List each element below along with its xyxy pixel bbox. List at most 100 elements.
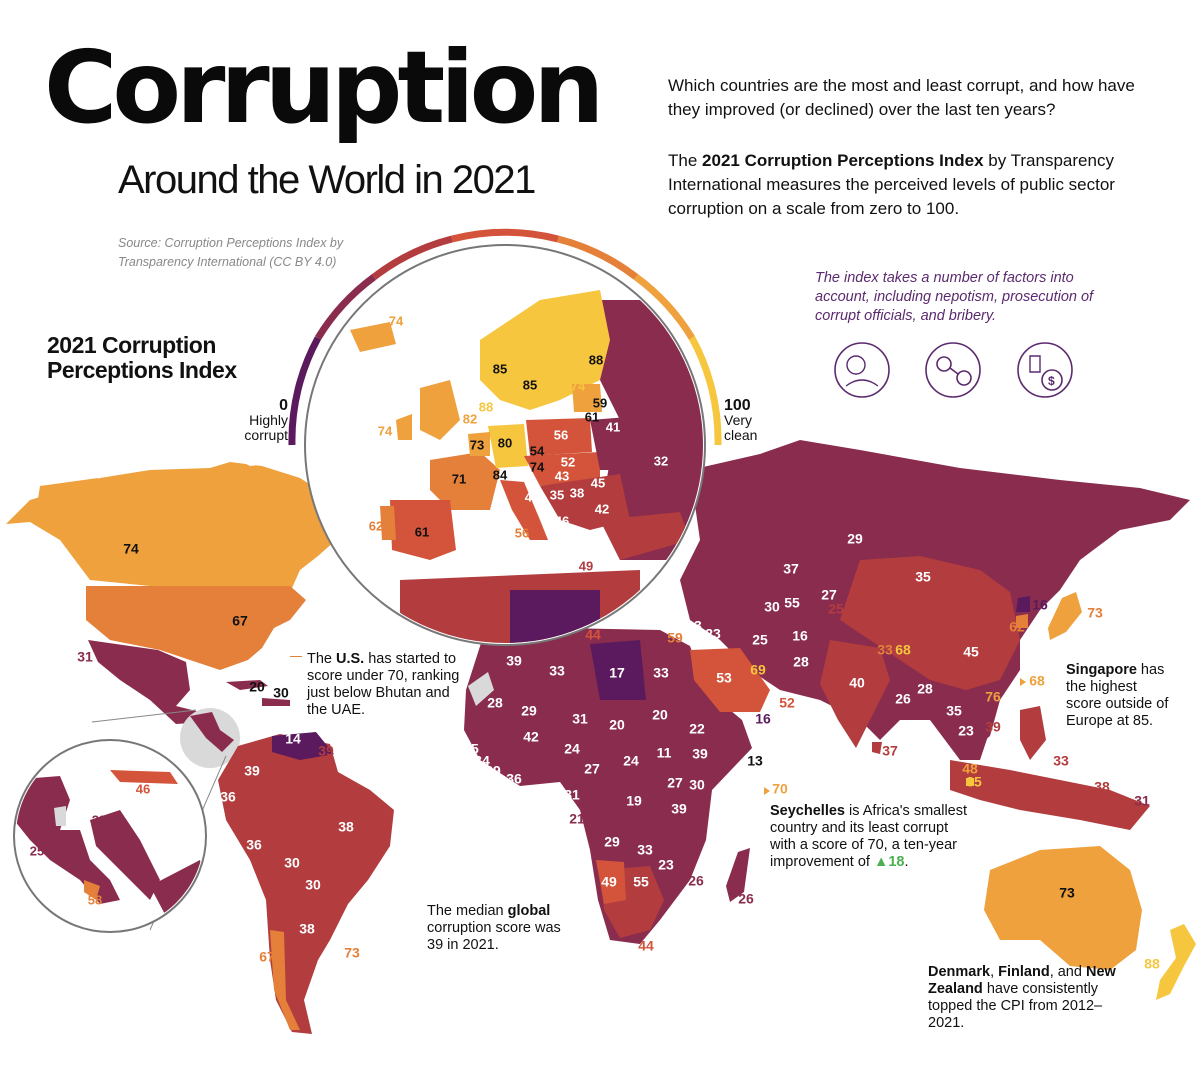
australia-shape[interactable] — [984, 846, 1142, 970]
europe-country-score-label: 74 — [530, 459, 545, 474]
europe-country-score-label: 73 — [470, 437, 484, 452]
iceland-shape[interactable] — [350, 322, 396, 352]
country-score-label: 42 — [523, 729, 539, 745]
country-score-label: 37 — [783, 561, 799, 577]
europe-country-score-label: 35 — [550, 487, 564, 502]
country-score-label: 68 — [895, 642, 911, 658]
country-score-label: 25 — [752, 632, 768, 648]
country-score-label: 29 — [604, 834, 620, 850]
central-america-country-score-label: 23 — [92, 812, 106, 827]
south-america-shape[interactable] — [218, 734, 394, 1034]
europe-country-score-label: 78 — [437, 385, 451, 400]
indonesia-shape[interactable] — [950, 760, 1150, 830]
caribbean-shape — [226, 680, 290, 706]
country-score-label: 33 — [549, 663, 565, 679]
argentina-shape[interactable] — [270, 930, 300, 1030]
country-score-label: 29 — [847, 531, 863, 547]
india-shape[interactable] — [820, 640, 890, 748]
europe-country-score-label: 38 — [570, 485, 584, 500]
europe-country-score-label: 88 — [589, 352, 603, 367]
country-score-label: 20 — [652, 707, 668, 723]
singapore-dot[interactable] — [966, 778, 974, 786]
russia-shape[interactable] — [590, 300, 760, 560]
page-title: Corruption — [44, 29, 604, 146]
legend-high-label: 100 Very clean — [724, 397, 758, 443]
country-score-label: 48 — [962, 761, 978, 777]
country-score-label: 30 — [284, 855, 300, 871]
italy-shape[interactable] — [500, 480, 548, 540]
china-shape[interactable] — [840, 556, 1020, 690]
intro-description: The 2021 Corruption Perceptions Index by… — [668, 151, 1115, 218]
venezuela-shape[interactable] — [272, 732, 334, 760]
europe-country-score-label: 32 — [654, 453, 668, 468]
central-america-country-score-label: 46 — [136, 781, 150, 796]
country-score-label: 37 — [882, 743, 898, 759]
country-score-label: 23 — [658, 857, 674, 873]
new-zealand-shape[interactable] — [1156, 924, 1196, 1000]
country-score-label: 45 — [963, 644, 979, 660]
southeast-asia-shape[interactable] — [930, 690, 990, 760]
mexico-shape[interactable] — [88, 640, 206, 724]
country-score-label: 30 — [764, 599, 780, 615]
ukraine-shape[interactable] — [590, 416, 680, 470]
country-score-label: 67 — [232, 613, 248, 629]
country-score-label: 35 — [915, 569, 931, 585]
europe-country-score-label: 46 — [555, 513, 569, 528]
uk-shape[interactable] — [420, 380, 460, 440]
country-score-label: 35 — [946, 703, 962, 719]
namibia-shape[interactable] — [596, 860, 626, 904]
japan-shape[interactable] — [1048, 592, 1082, 640]
country-score-label: 39 — [506, 653, 522, 669]
svg-text:$: $ — [1048, 374, 1055, 388]
germany-shape[interactable] — [488, 424, 528, 468]
europe-country-score-label: 82 — [463, 411, 477, 426]
country-score-label: 44 — [638, 938, 654, 954]
country-score-label: 28 — [917, 681, 933, 697]
europe-country-score-label: 74 — [378, 423, 393, 438]
country-score-label: 44 — [585, 627, 601, 643]
country-score-label: 28 — [793, 654, 809, 670]
balkans-shape[interactable] — [540, 474, 630, 530]
country-score-label: 23 — [705, 626, 721, 642]
europe-country-score-label: 71 — [452, 471, 466, 486]
country-score-label: 38 — [299, 921, 315, 937]
poland-shape[interactable] — [526, 418, 592, 456]
turkey-shape[interactable] — [600, 512, 690, 560]
handcuffs-icon — [925, 342, 981, 398]
country-score-label: 16 — [1032, 597, 1048, 613]
country-score-label: 76 — [985, 689, 1001, 705]
africa-shape[interactable] — [464, 628, 752, 944]
country-score-label: 19 — [626, 793, 642, 809]
scandinavia-shape[interactable] — [480, 290, 610, 410]
country-score-label: 27 — [667, 775, 683, 791]
country-score-label: 30 — [305, 877, 321, 893]
central-europe-shape — [524, 452, 600, 486]
central-america-country-score-label: 34 — [60, 853, 75, 868]
europe-country-score-label: 62 — [369, 518, 383, 533]
central-america-country-score-label: 20 — [113, 845, 127, 860]
alaska-shape[interactable] — [36, 478, 98, 530]
canada-shape[interactable] — [6, 462, 336, 588]
country-score-label: 29 — [485, 763, 501, 779]
portugal-shape[interactable] — [380, 506, 396, 540]
country-score-label: 73 — [1087, 605, 1103, 621]
europe-country-score-label: 85 — [523, 377, 537, 392]
usa-shape[interactable] — [86, 586, 306, 670]
country-score-label: 33 — [637, 842, 653, 858]
central-america-country-score-label: 58 — [88, 892, 102, 907]
libya-shape[interactable] — [590, 640, 646, 700]
spain-shape[interactable] — [390, 500, 456, 560]
country-score-label: 21 — [569, 811, 585, 827]
country-score-label: 73 — [344, 945, 360, 961]
index-name: 2021 Corruption Perceptions Index — [702, 151, 984, 170]
country-score-label: 31 — [1134, 793, 1150, 809]
country-score-label: 67 — [259, 949, 275, 965]
saudi-arabia-shape[interactable] — [690, 648, 770, 712]
france-shape[interactable] — [430, 452, 500, 510]
country-score-label: 55 — [784, 595, 800, 611]
country-score-label: 49 — [601, 874, 617, 890]
madagascar-shape[interactable] — [726, 848, 750, 902]
country-score-label: 27 — [584, 761, 600, 777]
country-score-label: 22 — [689, 721, 705, 737]
